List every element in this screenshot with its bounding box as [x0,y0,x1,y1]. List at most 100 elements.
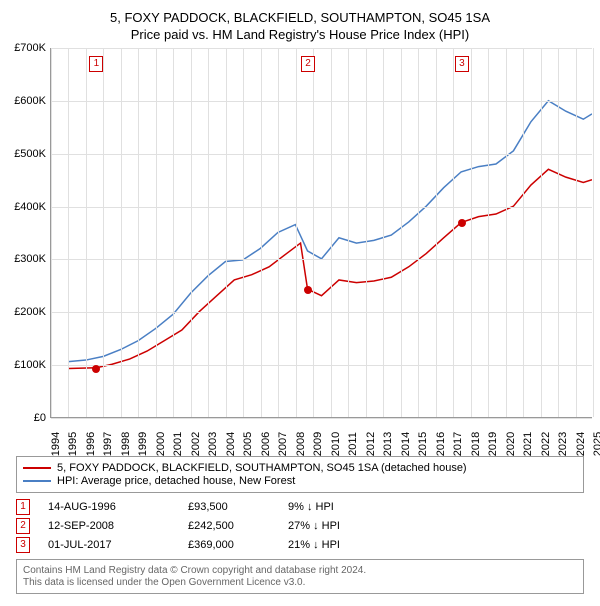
gridline-x [366,48,367,417]
x-axis-label: 2025 [592,432,600,456]
gridline-x [86,48,87,417]
gridline-x [558,48,559,417]
title-block: 5, FOXY PADDOCK, BLACKFIELD, SOUTHAMPTON… [8,10,592,42]
x-axis-label: 2017 [452,432,464,456]
legend-swatch [23,467,51,469]
plot-area: 123 [50,48,592,418]
legend-row-0: 5, FOXY PADDOCK, BLACKFIELD, SOUTHAMPTON… [23,462,577,474]
sales-row-marker: 1 [16,499,30,515]
gridline-x [436,48,437,417]
x-axis-label: 2002 [190,432,202,456]
title-subtitle: Price paid vs. HM Land Registry's House … [8,27,592,42]
gridline-y [51,207,592,208]
x-axis-label: 2011 [347,432,359,456]
sales-row-hpi: 27% ↓ HPI [288,520,340,532]
gridline-x [523,48,524,417]
x-axis-label: 2019 [487,432,499,456]
x-axis-label: 1995 [67,432,79,456]
gridline-y [51,312,592,313]
gridline-x [401,48,402,417]
legend-label: HPI: Average price, detached house, New … [57,475,295,487]
x-axis-label: 1999 [137,432,149,456]
gridline-x [488,48,489,417]
x-axis-label: 2020 [505,432,517,456]
x-axis-label: 2021 [522,432,534,456]
x-axis-label: 2010 [330,432,342,456]
x-axis-label: 2006 [260,432,272,456]
sales-row-price: £93,500 [188,501,288,513]
x-axis-label: 2001 [172,432,184,456]
x-axis-label: 2004 [225,432,237,456]
x-axis-label: 2012 [365,432,377,456]
y-axis-label: £500K [14,148,46,160]
y-axis-label: £400K [14,201,46,213]
gridline-y [51,48,592,49]
legend-label: 5, FOXY PADDOCK, BLACKFIELD, SOUTHAMPTON… [57,462,467,474]
gridline-x [261,48,262,417]
footer-line-2: This data is licensed under the Open Gov… [23,577,577,588]
chart-area: £0£100K£200K£300K£400K£500K£600K£700K 12… [8,48,592,448]
gridline-x [51,48,52,417]
sales-row-price: £242,500 [188,520,288,532]
gridline-x [103,48,104,417]
gridline-x [313,48,314,417]
y-axis-label: £600K [14,95,46,107]
legend-box: 5, FOXY PADDOCK, BLACKFIELD, SOUTHAMPTON… [16,456,584,493]
x-axis-label: 2005 [242,432,254,456]
gridline-x [471,48,472,417]
x-axis-label: 2007 [277,432,289,456]
legend-swatch [23,480,51,482]
sale-marker-1: 1 [89,56,103,72]
gridline-y [51,101,592,102]
gridline-x [138,48,139,417]
y-axis-label: £200K [14,306,46,318]
gridline-x [278,48,279,417]
x-axis-label: 1998 [120,432,132,456]
sale-dot-1 [92,365,100,373]
y-axis-label: £0 [34,412,46,424]
sales-row-date: 14-AUG-1996 [48,501,188,513]
x-axis: 1994199519961997199819992000200120022003… [50,418,592,448]
x-axis-label: 1994 [50,432,62,456]
gridline-y [51,154,592,155]
x-axis-label: 2008 [295,432,307,456]
gridline-x [331,48,332,417]
y-axis: £0£100K£200K£300K£400K£500K£600K£700K [8,48,50,418]
x-axis-label: 2003 [207,432,219,456]
footer-attribution: Contains HM Land Registry data © Crown c… [16,559,584,594]
sales-row: 2 12-SEP-2008£242,50027% ↓ HPI [16,518,584,534]
gridline-x [68,48,69,417]
gridline-y [51,259,592,260]
x-axis-label: 2024 [575,432,587,456]
title-address: 5, FOXY PADDOCK, BLACKFIELD, SOUTHAMPTON… [8,10,592,25]
sales-row-hpi: 9% ↓ HPI [288,501,334,513]
sales-row-marker: 2 [16,518,30,534]
gridline-y [51,365,592,366]
gridline-x [296,48,297,417]
legend-row-1: HPI: Average price, detached house, New … [23,475,577,487]
sale-dot-3 [458,219,466,227]
x-axis-label: 2015 [417,432,429,456]
gridline-x [348,48,349,417]
gridline-x [593,48,594,417]
gridline-x [506,48,507,417]
x-axis-label: 2013 [382,432,394,456]
sales-row-price: £369,000 [188,539,288,551]
sales-row: 1 14-AUG-1996£93,5009% ↓ HPI [16,499,584,515]
x-axis-label: 2023 [557,432,569,456]
x-axis-label: 1996 [85,432,97,456]
gridline-x [173,48,174,417]
x-axis-label: 2009 [312,432,324,456]
x-axis-label: 2000 [155,432,167,456]
gridline-x [243,48,244,417]
sales-row-date: 12-SEP-2008 [48,520,188,532]
sales-table: 1 14-AUG-1996£93,5009% ↓ HPI 2 12-SEP-2008£… [16,499,584,553]
chart-lines [51,48,592,417]
gridline-x [191,48,192,417]
gridline-x [208,48,209,417]
sales-row-date: 01-JUL-2017 [48,539,188,551]
x-axis-label: 2022 [540,432,552,456]
footer-line-1: Contains HM Land Registry data © Crown c… [23,565,577,576]
gridline-x [383,48,384,417]
x-axis-label: 2016 [435,432,447,456]
